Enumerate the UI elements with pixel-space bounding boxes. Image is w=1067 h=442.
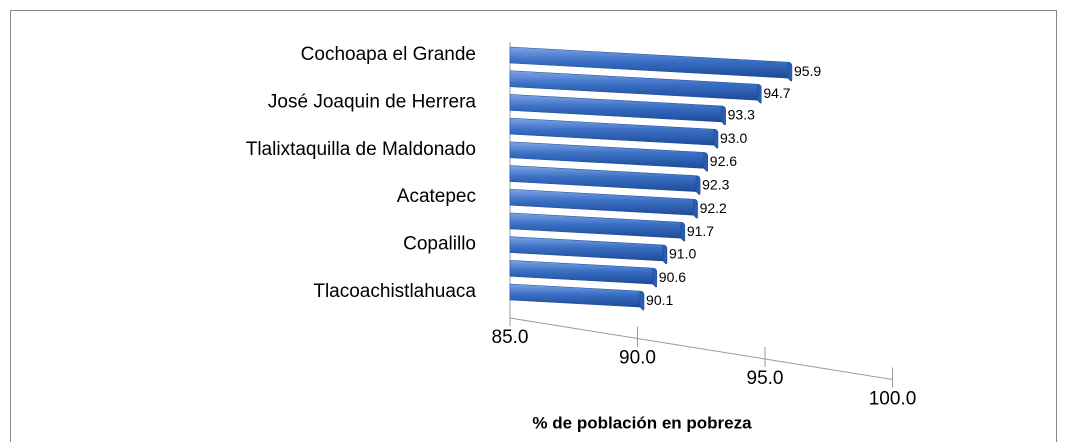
bar [509, 117, 715, 146]
data-label: 93.3 [728, 107, 755, 123]
bar [509, 188, 694, 216]
bar [509, 141, 705, 169]
bar-end [713, 128, 719, 149]
y-tick-label: Tlalixtaquilla de Maldonado [246, 139, 476, 160]
bar-end [693, 198, 698, 219]
bar [509, 212, 682, 239]
bar [509, 94, 722, 123]
bar [509, 236, 664, 262]
bar-end [695, 175, 701, 196]
bar-end [787, 61, 793, 82]
bar-end [757, 83, 762, 104]
data-label: 92.3 [702, 176, 729, 192]
x-tick-label: 90.0 [619, 348, 656, 369]
bar-end [703, 152, 709, 172]
y-tick-label: Tlacoachistlahuaca [313, 281, 476, 302]
data-label: 90.1 [646, 292, 673, 308]
bar-end [721, 105, 726, 126]
y-tick-label: Acatepec [397, 186, 476, 207]
bar-end [639, 290, 645, 311]
bar [509, 260, 654, 285]
data-label: 95.9 [794, 63, 821, 79]
x-tick-label: 100.0 [869, 389, 917, 410]
data-label: 94.7 [763, 85, 790, 101]
x-axis-title: % de población en pobreza [532, 413, 752, 432]
y-tick-label: Cochoapa el Grande [301, 44, 476, 65]
y-tick-label: Copalillo [403, 234, 476, 255]
chart-frame [10, 10, 1057, 442]
bar [509, 165, 697, 192]
x-tick-label: 95.0 [747, 368, 784, 389]
bar-end [662, 244, 668, 265]
data-label: 92.6 [710, 153, 737, 169]
data-label: 91.7 [687, 223, 714, 239]
bar-end [652, 267, 658, 288]
bar [509, 70, 758, 101]
x-axis-line [509, 317, 893, 380]
data-label: 92.2 [700, 200, 727, 216]
bar [509, 283, 641, 308]
bar-end [680, 221, 686, 242]
data-label: 91.0 [669, 246, 696, 262]
y-tick-label: José Joaquin de Herrera [268, 91, 476, 112]
data-label: 90.6 [659, 269, 686, 285]
data-label: 93.0 [720, 130, 747, 146]
x-tick-label: 85.0 [492, 327, 529, 348]
